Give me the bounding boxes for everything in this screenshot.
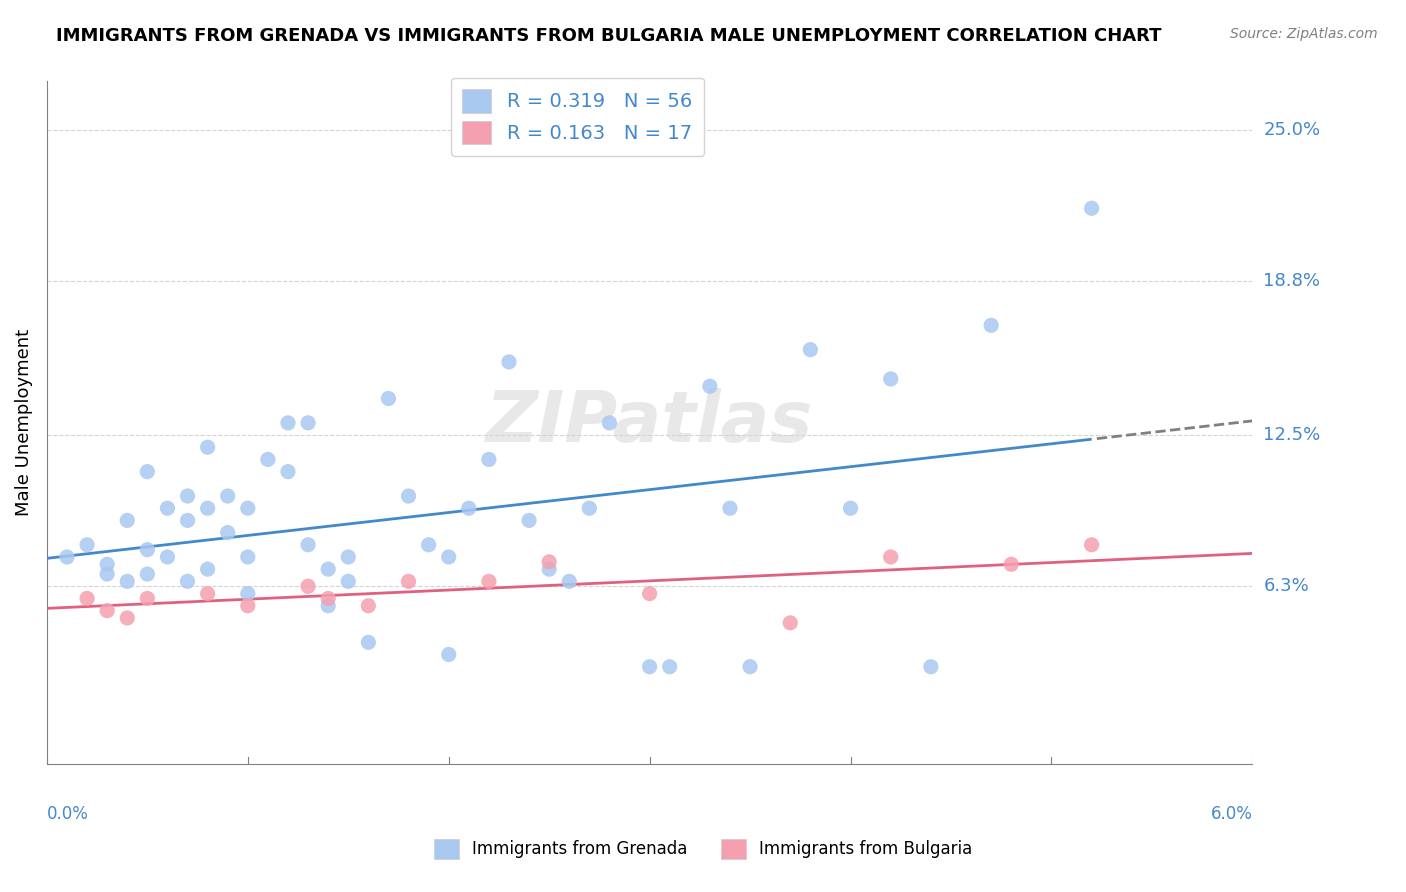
Text: 0.0%: 0.0% [46, 805, 89, 823]
Point [236, 549, 259, 564]
Point [257, 452, 280, 467]
Point [197, 440, 219, 454]
Point [437, 648, 460, 662]
Text: 18.8%: 18.8% [1264, 272, 1320, 291]
Point [437, 549, 460, 564]
Point [538, 562, 561, 576]
Point [96, 604, 118, 618]
Point [357, 635, 380, 649]
Point [197, 501, 219, 516]
Point [156, 501, 179, 516]
Point [779, 615, 801, 630]
Text: IMMIGRANTS FROM GRENADA VS IMMIGRANTS FROM BULGARIA MALE UNEMPLOYMENT CORRELATIO: IMMIGRANTS FROM GRENADA VS IMMIGRANTS FR… [56, 27, 1161, 45]
Point [96, 558, 118, 572]
Point [920, 659, 942, 673]
Legend: R = 0.319   N = 56, R = 0.163   N = 17: R = 0.319 N = 56, R = 0.163 N = 17 [451, 78, 704, 156]
Point [880, 549, 903, 564]
Point [457, 501, 479, 516]
Point [839, 501, 862, 516]
Point [197, 586, 219, 600]
Point [176, 513, 198, 527]
Point [136, 567, 159, 582]
Point [136, 542, 159, 557]
Point [558, 574, 581, 589]
Point [76, 591, 98, 606]
Point [638, 659, 661, 673]
Point [1080, 538, 1102, 552]
Point [316, 591, 339, 606]
Point [478, 452, 501, 467]
Point [880, 372, 903, 386]
Point [357, 599, 380, 613]
Point [377, 392, 399, 406]
Point [176, 574, 198, 589]
Point [398, 489, 420, 503]
Text: 25.0%: 25.0% [1264, 121, 1320, 139]
Point [316, 562, 339, 576]
Point [478, 574, 501, 589]
Point [738, 659, 761, 673]
Point [236, 586, 259, 600]
Point [638, 586, 661, 600]
Text: Source: ZipAtlas.com: Source: ZipAtlas.com [1230, 27, 1378, 41]
Point [217, 525, 239, 540]
Point [236, 599, 259, 613]
Point [56, 549, 79, 564]
Point [658, 659, 681, 673]
Legend: Immigrants from Grenada, Immigrants from Bulgaria: Immigrants from Grenada, Immigrants from… [427, 832, 979, 866]
Y-axis label: Male Unemployment: Male Unemployment [15, 329, 32, 516]
Point [517, 513, 540, 527]
Point [418, 538, 440, 552]
Point [297, 538, 319, 552]
Point [117, 611, 139, 625]
Text: 6.3%: 6.3% [1264, 577, 1309, 595]
Point [117, 513, 139, 527]
Point [277, 465, 299, 479]
Point [718, 501, 741, 516]
Point [337, 574, 360, 589]
Point [217, 489, 239, 503]
Point [337, 549, 360, 564]
Text: ZIPatlas: ZIPatlas [486, 388, 813, 458]
Point [297, 579, 319, 593]
Point [136, 591, 159, 606]
Point [598, 416, 620, 430]
Point [117, 574, 139, 589]
Point [76, 538, 98, 552]
Point [316, 599, 339, 613]
Point [236, 501, 259, 516]
Point [277, 416, 299, 430]
Point [699, 379, 721, 393]
Point [1080, 201, 1102, 215]
Point [980, 318, 1002, 333]
Point [538, 555, 561, 569]
Point [197, 562, 219, 576]
Point [156, 549, 179, 564]
Point [398, 574, 420, 589]
Point [578, 501, 600, 516]
Point [498, 355, 520, 369]
Text: 6.0%: 6.0% [1211, 805, 1253, 823]
Point [136, 465, 159, 479]
Point [297, 416, 319, 430]
Point [176, 489, 198, 503]
Point [96, 567, 118, 582]
Text: 12.5%: 12.5% [1264, 426, 1320, 444]
Point [799, 343, 821, 357]
Point [1000, 558, 1022, 572]
